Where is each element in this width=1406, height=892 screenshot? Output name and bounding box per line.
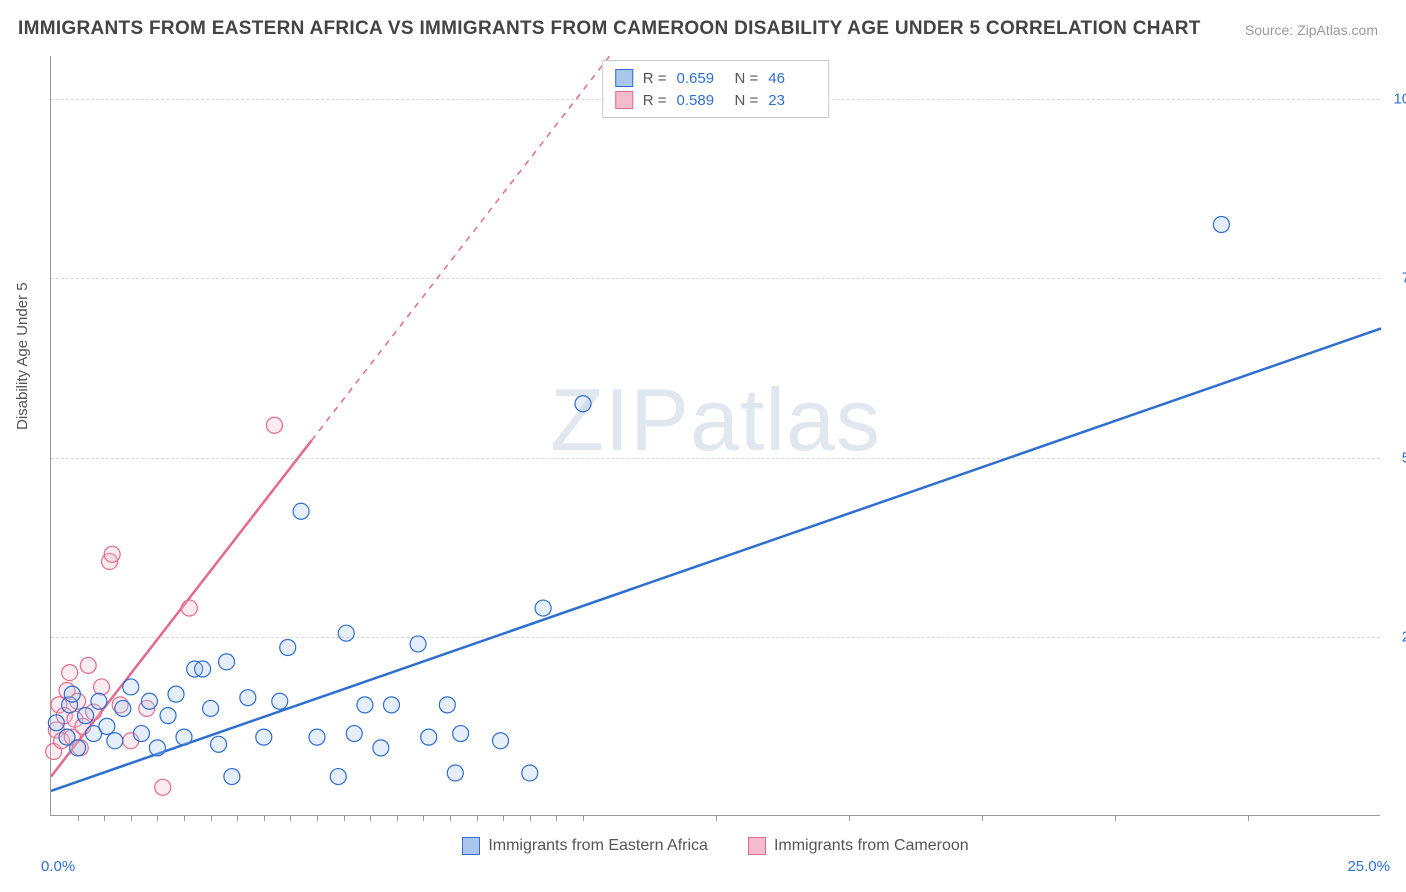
x-tick xyxy=(157,815,158,821)
x-tick xyxy=(1115,815,1116,821)
x-tick xyxy=(290,815,291,821)
x-tick xyxy=(450,815,451,821)
y-axis-label: Disability Age Under 5 xyxy=(14,282,31,430)
x-tick xyxy=(423,815,424,821)
x-tick xyxy=(556,815,557,821)
x-tick xyxy=(397,815,398,821)
x-tick xyxy=(530,815,531,821)
x-tick xyxy=(344,815,345,821)
n-value-1: 46 xyxy=(768,70,816,87)
x-tick xyxy=(583,815,584,821)
x-tick xyxy=(1248,815,1249,821)
x-tick xyxy=(104,815,105,821)
x-tick xyxy=(317,815,318,821)
legend-item-cameroon: Immigrants from Cameroon xyxy=(748,837,969,855)
y-tick-label: 5.0% xyxy=(1386,449,1406,466)
x-tick xyxy=(131,815,132,821)
x-tick xyxy=(264,815,265,821)
x-tick xyxy=(503,815,504,821)
y-tick-label: 7.5% xyxy=(1386,270,1406,287)
legend-label: Immigrants from Eastern Africa xyxy=(488,837,708,855)
y-tick-label: 2.5% xyxy=(1386,628,1406,645)
legend-swatch-pink xyxy=(748,837,766,855)
x-tick xyxy=(716,815,717,821)
x-tick xyxy=(477,815,478,821)
x-tick xyxy=(184,815,185,821)
r-value-1: 0.659 xyxy=(677,70,725,87)
x-tick xyxy=(211,815,212,821)
x-tick xyxy=(982,815,983,821)
legend-item-eastern-africa: Immigrants from Eastern Africa xyxy=(462,837,708,855)
legend-swatch-blue xyxy=(615,69,633,87)
x-tick-25: 25.0% xyxy=(1347,858,1390,875)
r-label: R = xyxy=(643,92,667,109)
x-tick xyxy=(370,815,371,821)
source-attribution: Source: ZipAtlas.com xyxy=(1245,22,1378,38)
n-value-2: 23 xyxy=(768,92,816,109)
x-tick xyxy=(237,815,238,821)
x-tick-0: 0.0% xyxy=(41,858,75,875)
chart-svg xyxy=(51,56,1380,815)
legend-stats-row-2: R = 0.589 N = 23 xyxy=(615,89,817,111)
plot-area: ZIPatlas 2.5%5.0%7.5%10.0% R = 0.659 N =… xyxy=(50,56,1380,816)
n-label: N = xyxy=(735,92,759,109)
r-label: R = xyxy=(643,70,667,87)
r-value-2: 0.589 xyxy=(677,92,725,109)
legend-stats: R = 0.659 N = 46 R = 0.589 N = 23 xyxy=(602,60,830,118)
legend-swatch-pink xyxy=(615,91,633,109)
x-tick xyxy=(849,815,850,821)
chart-title: IMMIGRANTS FROM EASTERN AFRICA VS IMMIGR… xyxy=(18,18,1201,40)
y-tick-label: 10.0% xyxy=(1386,91,1406,108)
n-label: N = xyxy=(735,70,759,87)
legend-label: Immigrants from Cameroon xyxy=(774,837,969,855)
legend-series: Immigrants from Eastern Africa Immigrant… xyxy=(51,837,1380,855)
x-tick xyxy=(78,815,79,821)
legend-swatch-blue xyxy=(462,837,480,855)
legend-stats-row-1: R = 0.659 N = 46 xyxy=(615,67,817,89)
